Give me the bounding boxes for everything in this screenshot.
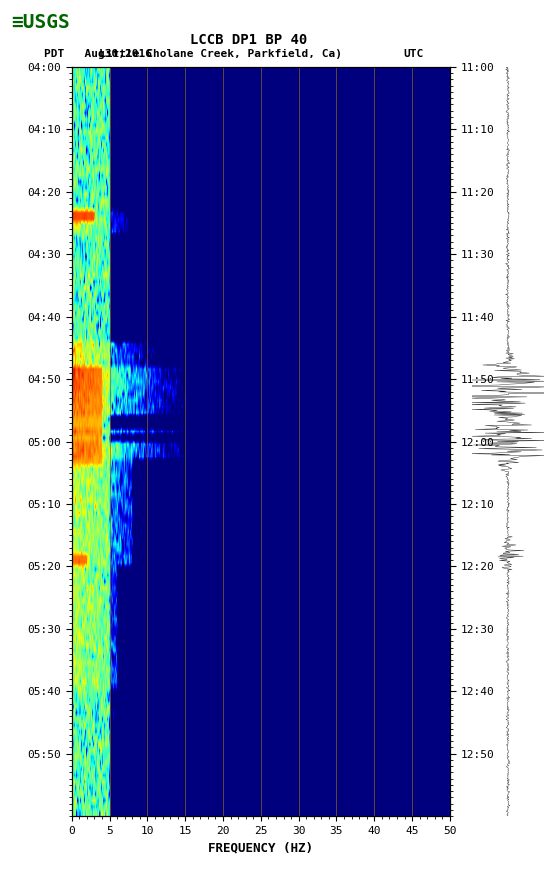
Text: LCCB DP1 BP 40: LCCB DP1 BP 40: [190, 33, 307, 47]
Text: PDT   Aug30,2016: PDT Aug30,2016: [44, 48, 152, 59]
X-axis label: FREQUENCY (HZ): FREQUENCY (HZ): [208, 841, 314, 855]
Text: UTC: UTC: [404, 48, 424, 59]
Text: ≡USGS: ≡USGS: [11, 12, 70, 32]
Text: Little Cholane Creek, Parkfield, Ca): Little Cholane Creek, Parkfield, Ca): [99, 48, 342, 59]
